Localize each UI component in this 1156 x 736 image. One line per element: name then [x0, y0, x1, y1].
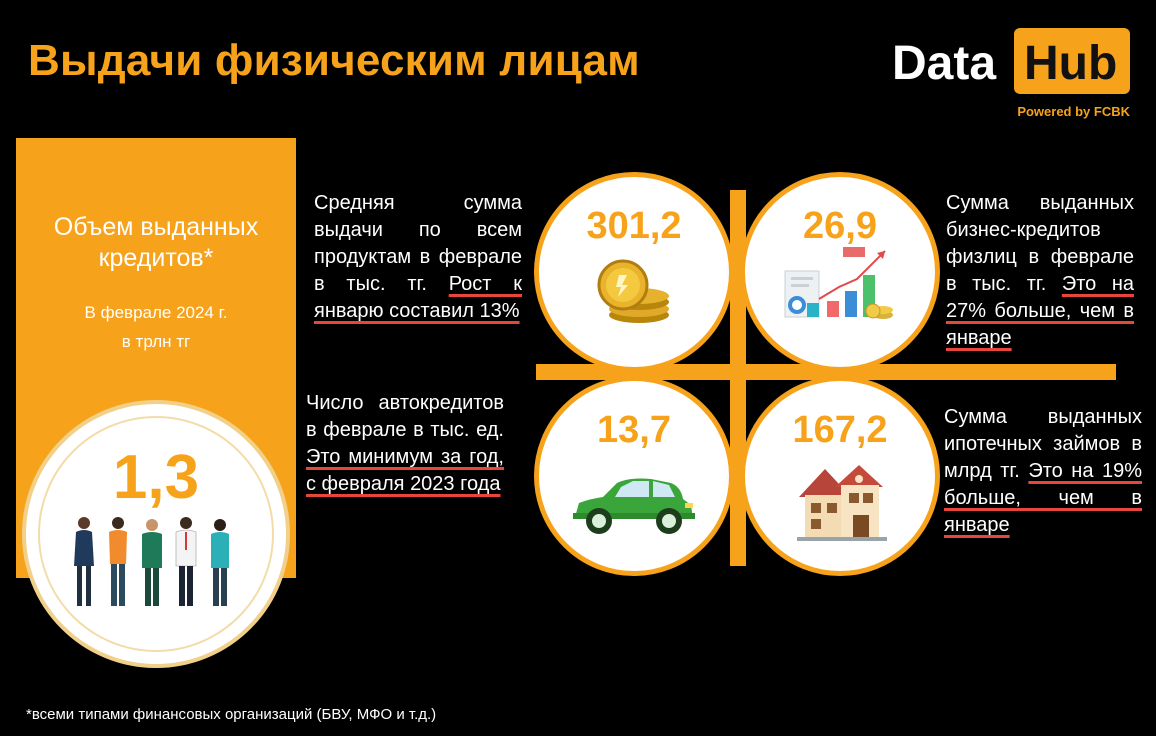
business-loan-value: 26,9	[803, 205, 877, 247]
loan-volume-circle: 1,3	[22, 400, 290, 668]
business-chart-icon	[784, 247, 893, 319]
footnote: *всеми типами финансовых организаций (БВ…	[26, 706, 437, 723]
avg-loan-description: Средняя сумма выдачи по всем продуктам в…	[314, 190, 522, 325]
auto-loan-text: Число автокредитов в феврале в тыс. ед.	[306, 392, 504, 441]
mortgage-circle: 167,2	[740, 376, 940, 576]
datahub-logo: Data Hub Powered by FCBK	[890, 26, 1134, 122]
business-loan-text: Сумма выданных бизнес-кредитов физлиц в …	[946, 192, 1134, 295]
logo-hub-text: Hub	[1024, 37, 1118, 90]
loan-volume-unit: в трлн тг	[121, 332, 191, 351]
avg-loan-highlight: Рост к январю составил 13%	[314, 273, 522, 322]
loan-volume-value: 1,3	[112, 443, 200, 512]
logo-powered-by: Powered by FCBK	[1017, 104, 1130, 119]
house-icon	[797, 465, 887, 541]
business-loan-circle: 26,9	[740, 172, 940, 372]
auto-loan-circle: 13,7	[534, 376, 734, 576]
auto-loan-description: Число автокредитов в феврале в тыс. ед. …	[306, 390, 504, 498]
coins-icon	[597, 259, 669, 323]
mortgage-value: 167,2	[792, 409, 888, 451]
loan-volume-period: В феврале 2024 г.	[84, 303, 228, 322]
business-loan-highlight: Это на 27% больше, чем в январе	[946, 273, 1134, 349]
page-title: Выдачи физическим лицам	[28, 36, 640, 85]
people-icon	[74, 517, 229, 606]
logo-hub-box: Hub	[1014, 28, 1130, 94]
loan-volume-subtitle: В феврале 2024 г. в трлн тг	[16, 298, 296, 356]
business-loan-description: Сумма выданных бизнес-кредитов физлиц в …	[946, 190, 1134, 352]
mortgage-highlight: Это на 19% больше, чем в январе	[944, 460, 1142, 536]
car-icon	[573, 478, 695, 534]
auto-loan-highlight: Это минимум за год, с февраля 2023 года	[306, 446, 504, 495]
divider-horizontal	[536, 364, 1116, 380]
avg-loan-text: Средняя сумма выдачи по всем продуктам в…	[314, 192, 522, 295]
loan-volume-heading: Объем выданных кредитов*	[53, 213, 259, 272]
avg-loan-value: 301,2	[586, 205, 682, 247]
avg-loan-circle: 301,2	[534, 172, 734, 372]
mortgage-description: Сумма выданных ипотечных займов в млрд т…	[944, 404, 1142, 539]
auto-loan-value: 13,7	[597, 409, 671, 451]
mortgage-text: Сумма выданных ипотечных займов в млрд т…	[944, 406, 1142, 482]
logo-data-text: Data	[892, 37, 997, 90]
